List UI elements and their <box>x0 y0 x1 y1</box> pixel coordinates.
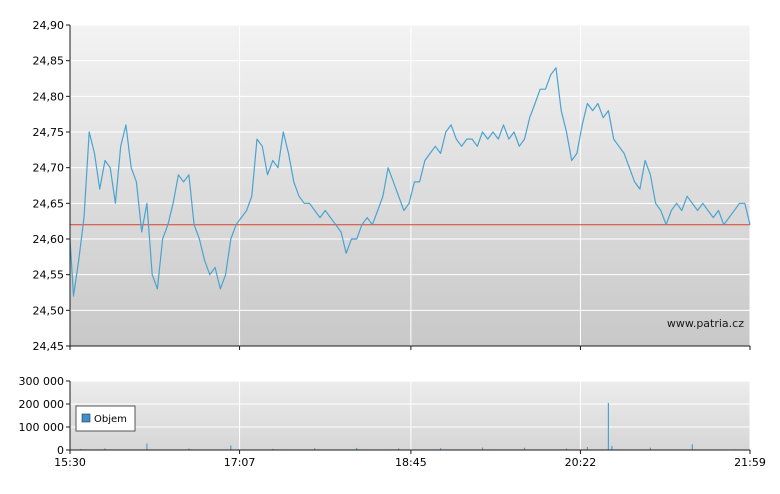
volume-axes <box>66 380 751 454</box>
volume-bar <box>188 448 190 450</box>
price-y-tick-label: 24,80 <box>33 90 65 103</box>
price-y-tick-labels: 24,90 24,85 24,80 24,75 24,70 24,65 24,60 24,55… <box>33 19 65 353</box>
x-tick-label: 18:45 <box>395 456 427 469</box>
volume-bar <box>565 448 568 450</box>
price-y-tick-label: 24,75 <box>33 126 65 139</box>
watermark: www.patria.cz <box>667 317 744 330</box>
volume-y-tick-label: 200 000 <box>19 398 65 411</box>
price-y-tick-label: 24,55 <box>33 269 65 282</box>
volume-plot-background <box>70 381 750 450</box>
volume-y-tick-label: 100 000 <box>19 421 65 434</box>
price-y-tick-label: 24,65 <box>33 197 65 210</box>
volume-bar <box>146 443 148 450</box>
price-y-tick-label: 24,50 <box>33 304 65 317</box>
legend-swatch <box>81 413 91 423</box>
volume-y-tick-label: 0 <box>57 444 64 457</box>
volume-bar <box>104 448 106 450</box>
x-tick-label: 21:59 <box>734 456 766 469</box>
legend: Objem <box>75 405 136 432</box>
volume-bar <box>607 402 609 450</box>
price-line-group <box>69 67 751 297</box>
volume-bar <box>481 447 484 450</box>
volume-bar <box>356 447 358 450</box>
volume-bar <box>611 445 613 450</box>
price-y-tick-label: 24,60 <box>33 233 65 246</box>
volume-bar <box>691 444 693 451</box>
volume-panel: 300 000 200 000 100 000 0 15:30 17:07 18:45 20… <box>19 375 766 469</box>
price-plot-background <box>70 25 750 346</box>
volume-bar <box>440 448 442 450</box>
volume-y-tick-labels: 300 000 200 000 100 000 0 <box>19 375 65 457</box>
x-tick-label: 20:22 <box>565 456 597 469</box>
legend-label: Objem <box>94 414 127 425</box>
volume-bar <box>230 445 232 450</box>
price-axes <box>66 24 751 350</box>
volume-bar <box>398 448 400 450</box>
volume-bar <box>586 447 588 450</box>
x-tick-label: 15:30 <box>54 456 86 469</box>
volume-y-tick-label: 300 000 <box>19 375 65 388</box>
x-tick-labels: 15:30 17:07 18:45 20:22 21:59 <box>54 456 766 469</box>
x-tick-label: 17:07 <box>224 456 256 469</box>
price-y-tick-label: 24,45 <box>33 340 65 353</box>
price-y-tick-label: 24,70 <box>33 162 65 175</box>
volume-bars-group <box>79 402 735 451</box>
price-series-line <box>69 67 751 297</box>
price-panel: 24,90 24,85 24,80 24,75 24,70 24,65 24,60 24,55… <box>33 19 751 353</box>
price-y-tick-label: 24,90 <box>33 19 65 32</box>
price-y-tick-label: 24,85 <box>33 55 65 68</box>
volume-bar <box>649 447 651 450</box>
volume-bar <box>272 448 274 450</box>
volume-bar <box>523 447 526 450</box>
volume-bar <box>314 448 316 450</box>
